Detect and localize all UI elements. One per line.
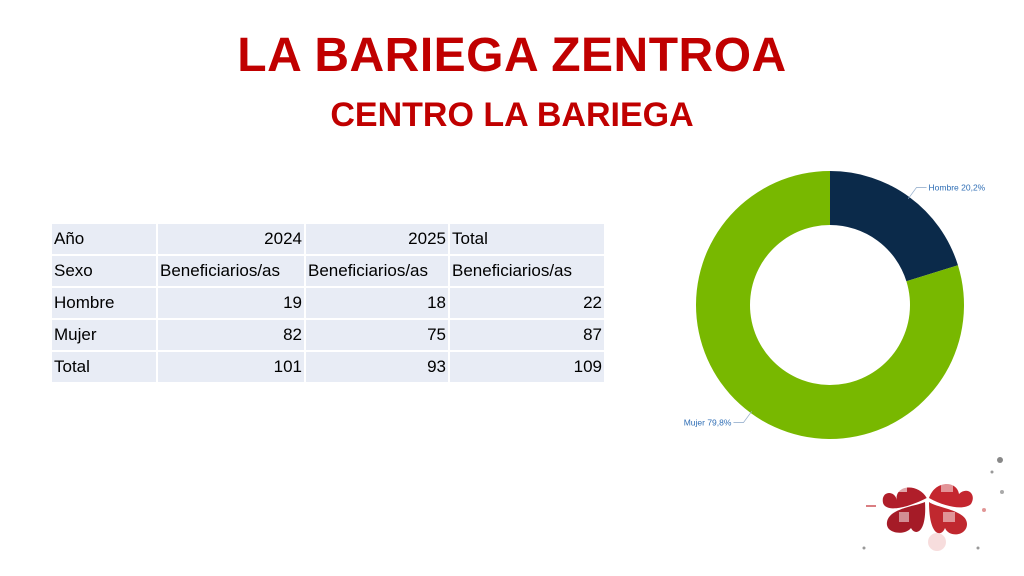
- logo-heart-top-left: [882, 487, 927, 509]
- table-row-hombre: Hombre 19 18 22: [52, 288, 604, 318]
- table-row-year: Año 2024 2025 Total: [52, 224, 604, 254]
- donut-label-mujer: Mujer 79,8%: [684, 418, 732, 428]
- table-cell: 19: [158, 288, 304, 318]
- table-cell: Hombre: [52, 288, 156, 318]
- table-cell: 2024: [158, 224, 304, 254]
- table-row-total: Total 101 93 109: [52, 352, 604, 382]
- table-cell: 18: [306, 288, 448, 318]
- table-cell: 109: [450, 352, 604, 382]
- table-cell: Total: [450, 224, 604, 254]
- table-cell: 93: [306, 352, 448, 382]
- slide-subtitle: CENTRO LA BARIEGA: [330, 96, 694, 134]
- heart-clover-logo-icon: [862, 457, 1004, 551]
- table-cell: Beneficiarios/as: [158, 256, 304, 286]
- table-cell: 82: [158, 320, 304, 350]
- donut-chart: Hombre 20,2% Mujer 79,8%: [684, 171, 986, 439]
- table-row-sex: Sexo Beneficiarios/as Beneficiarios/as B…: [52, 256, 604, 286]
- table-cell: Mujer: [52, 320, 156, 350]
- logo-heart-top-right: [929, 483, 973, 508]
- table-cell: 75: [306, 320, 448, 350]
- table-cell: Beneficiarios/as: [450, 256, 604, 286]
- donut-label-hombre: Hombre 20,2%: [929, 182, 986, 192]
- table-cell: Sexo: [52, 256, 156, 286]
- table-cell: 87: [450, 320, 604, 350]
- beneficiaries-table: Año 2024 2025 Total Sexo Beneficiarios/a…: [50, 222, 606, 384]
- donut-slice-mujer: [695, 171, 964, 439]
- table-cell: Total: [52, 352, 156, 382]
- slide-title: LA BARIEGA ZENTROA: [237, 29, 787, 82]
- table-row-mujer: Mujer 82 75 87: [52, 320, 604, 350]
- table-cell: 2025: [306, 224, 448, 254]
- donut-slice-hombre: [830, 171, 958, 282]
- donut-leader-line: [733, 411, 753, 423]
- table-cell: 101: [158, 352, 304, 382]
- table-cell: 22: [450, 288, 604, 318]
- table-cell: Beneficiarios/as: [306, 256, 448, 286]
- donut-leader-line: [907, 187, 927, 199]
- table-cell: Año: [52, 224, 156, 254]
